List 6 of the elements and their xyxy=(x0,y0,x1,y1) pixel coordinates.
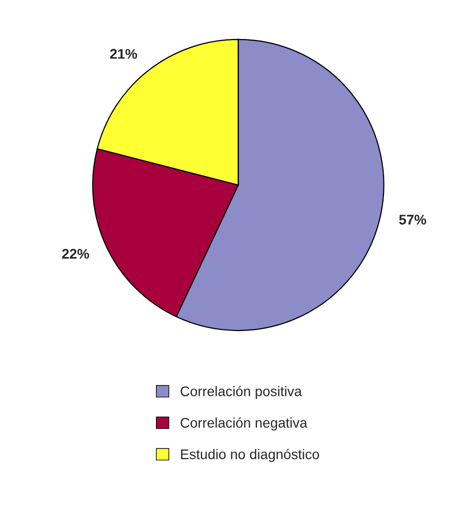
legend-label: Estudio no diagnóstico xyxy=(181,448,320,462)
data-label: 57% xyxy=(399,214,426,225)
data-label: 22% xyxy=(62,248,90,259)
legend-label: Correlación positiva xyxy=(180,386,302,399)
data-label: 21% xyxy=(110,48,138,59)
legend-label: Correlación negativa xyxy=(180,417,308,430)
